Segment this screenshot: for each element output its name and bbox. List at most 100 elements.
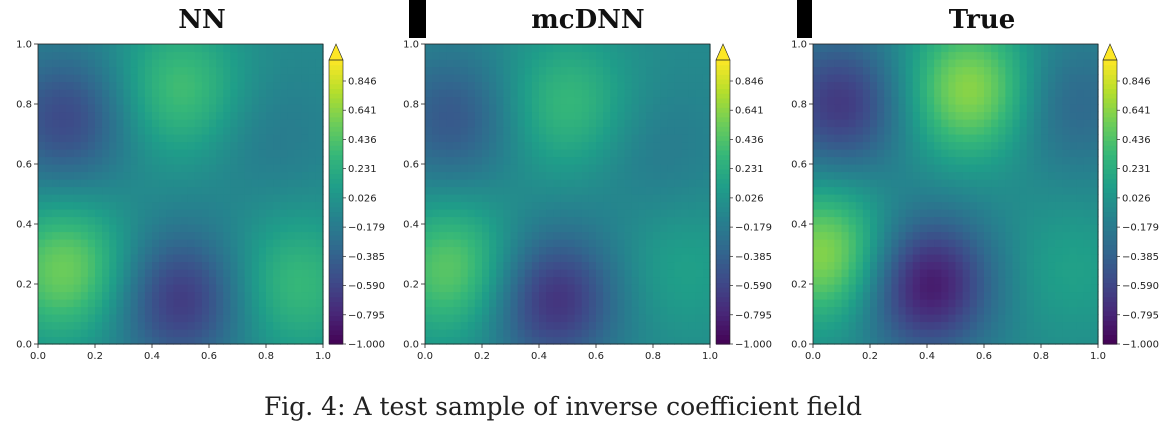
heatmap-cell <box>948 111 957 120</box>
heatmap-cell <box>827 186 835 195</box>
heatmap-cell <box>991 96 999 105</box>
heatmap-cell <box>905 314 914 323</box>
heatmap-cell <box>603 164 611 173</box>
heatmap-cell <box>539 81 547 90</box>
colorbar-segment <box>329 296 343 302</box>
heatmap-cell <box>870 276 878 285</box>
heatmap-cell <box>315 254 324 263</box>
heatmap-cell <box>862 89 871 98</box>
heatmap-cell <box>567 141 576 150</box>
heatmap-cell <box>539 51 547 60</box>
heatmap-cell <box>610 44 618 53</box>
heatmap-cell <box>681 186 690 195</box>
heatmap-cell <box>912 231 921 240</box>
heatmap-cell <box>102 314 110 323</box>
heatmap-cell <box>631 329 640 338</box>
heatmap-cell <box>984 216 992 225</box>
heatmap-cell <box>439 186 447 195</box>
heatmap-cell <box>567 89 576 98</box>
heatmap-cell <box>439 216 447 225</box>
heatmap-cell <box>237 261 246 270</box>
heatmap-cell <box>280 119 288 128</box>
heatmap-cell <box>1012 299 1021 308</box>
heatmap-cell <box>109 171 117 180</box>
heatmap-cell <box>1062 44 1071 53</box>
heatmap-cell <box>674 336 683 345</box>
heatmap-cell <box>962 299 971 308</box>
heatmap-cell <box>984 74 992 83</box>
heatmap-cell <box>927 261 935 270</box>
heatmap-cell <box>862 171 871 180</box>
heatmap-cell <box>976 171 985 180</box>
heatmap-cell <box>927 59 935 68</box>
heatmap-cell <box>109 96 117 105</box>
heatmap-cell <box>109 194 117 203</box>
heatmap-cell <box>52 186 60 195</box>
heatmap-cell <box>912 59 921 68</box>
heatmap-cell <box>567 321 576 330</box>
heatmap-cell <box>588 66 597 75</box>
heatmap-cell <box>116 194 125 203</box>
heatmap-cell <box>574 231 583 240</box>
heatmap-cell <box>496 134 504 143</box>
heatmap-cell <box>201 321 210 330</box>
heatmap-cell <box>460 89 469 98</box>
heatmap-cell <box>934 231 942 240</box>
heatmap-cell <box>152 111 160 120</box>
heatmap-cell <box>166 306 174 315</box>
heatmap-cell <box>66 44 75 53</box>
heatmap-cell <box>95 126 103 135</box>
heatmap-cell <box>927 104 935 113</box>
heatmap-cell <box>546 81 554 90</box>
heatmap-cell <box>159 96 167 105</box>
heatmap-cell <box>467 321 476 330</box>
heatmap-cell <box>1041 329 1049 338</box>
heatmap-cell <box>820 306 828 315</box>
heatmap-cell <box>702 291 711 300</box>
heatmap-cell <box>702 306 711 315</box>
heatmap-cell <box>702 149 711 158</box>
heatmap-cell <box>631 284 640 293</box>
heatmap-cell <box>294 224 303 233</box>
heatmap-cell <box>52 231 60 240</box>
heatmap-cell <box>1083 44 1092 53</box>
heatmap-cell <box>898 81 907 90</box>
heatmap-cell <box>984 141 992 150</box>
heatmap-cell <box>898 141 907 150</box>
heatmap-cell <box>496 59 504 68</box>
heatmap-cell <box>912 171 921 180</box>
heatmap-cell <box>702 89 711 98</box>
heatmap-cell <box>688 306 697 315</box>
heatmap-cell <box>884 336 892 345</box>
heatmap-cell <box>201 291 210 300</box>
heatmap-cell <box>581 179 590 188</box>
heatmap-cell <box>1026 111 1035 120</box>
heatmap-cell <box>1083 104 1092 113</box>
heatmap-cell <box>102 134 110 143</box>
heatmap-cell <box>617 269 626 278</box>
heatmap-cell <box>453 156 462 165</box>
heatmap-cell <box>517 66 526 75</box>
heatmap-cell <box>439 284 447 293</box>
heatmap-cell <box>489 314 497 323</box>
heatmap-cell <box>631 89 640 98</box>
heatmap-cell <box>919 239 928 248</box>
heatmap-cell <box>674 119 683 128</box>
heatmap-cell <box>80 141 89 150</box>
heatmap-cell <box>432 111 440 120</box>
heatmap-cell <box>52 164 60 173</box>
heatmap-cell <box>180 216 189 225</box>
heatmap-cell <box>653 126 661 135</box>
heatmap-cell <box>116 59 125 68</box>
heatmap-cell <box>152 314 160 323</box>
heatmap-cell <box>927 209 935 218</box>
heatmap-cell <box>308 231 317 240</box>
heatmap-cell <box>66 74 75 83</box>
heatmap-cell <box>87 246 96 255</box>
heatmap-cell <box>152 336 160 345</box>
heatmap-cell <box>1019 51 1028 60</box>
heatmap-cell <box>510 321 519 330</box>
heatmap-cell <box>467 269 476 278</box>
heatmap-cell <box>144 299 153 308</box>
heatmap-cell <box>1076 149 1085 158</box>
